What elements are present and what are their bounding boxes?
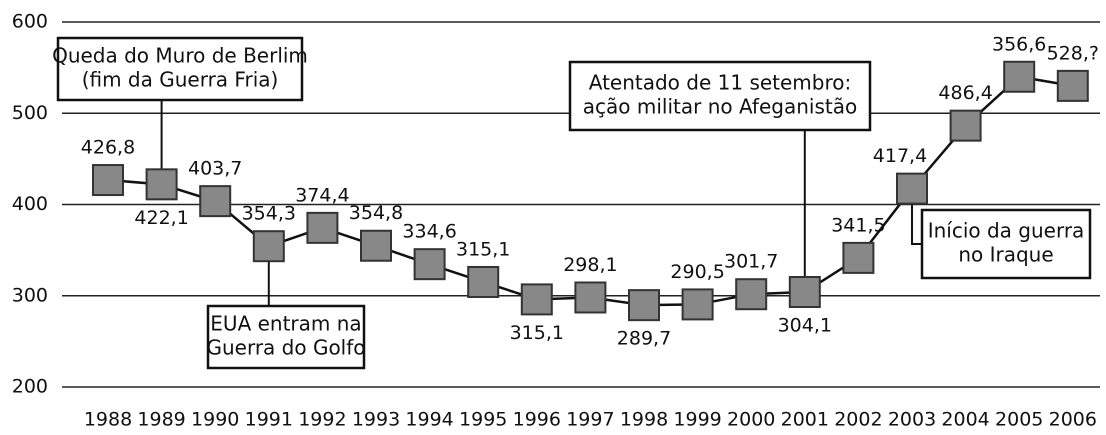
point-label: 341,5 [831, 214, 885, 236]
x-tick-label: 1993 [352, 409, 400, 431]
y-tick-label: 300 [12, 284, 48, 306]
marker [735, 278, 768, 311]
point-label: 486,4 [938, 82, 992, 104]
x-tick-label: 2005 [995, 409, 1043, 431]
point-label: 426,8 [81, 137, 135, 159]
x-tick-label: 1997 [566, 409, 614, 431]
x-tick-label: 2000 [727, 409, 775, 431]
annotation-text: Atentado de 11 setembro: [589, 71, 852, 95]
annotation-text: ação militar no Afeganistão [583, 95, 857, 119]
annotation-text: Início da guerra [928, 219, 1085, 243]
x-tick-label: 2003 [888, 409, 936, 431]
marker [1056, 69, 1089, 102]
marker [306, 211, 339, 244]
y-tick-label: 400 [12, 193, 48, 215]
marker [145, 168, 178, 201]
x-tick-label: 1998 [620, 409, 668, 431]
point-label: 289,7 [617, 328, 671, 350]
x-tick-label: 1999 [673, 409, 721, 431]
x-tick-label: 1989 [137, 409, 185, 431]
annotation-box [56, 36, 304, 102]
x-tick-label: 1990 [191, 409, 239, 431]
annotation-text: Guerra do Golfo [206, 336, 365, 360]
y-tick-label: 200 [12, 376, 48, 398]
marker [896, 172, 928, 205]
x-tick-label: 1988 [84, 409, 132, 431]
marker [842, 241, 875, 274]
x-tick-label: 1996 [513, 409, 561, 431]
x-tick-label: 2006 [1049, 409, 1097, 431]
annotation-text: (fim da Guerra Fria) [82, 68, 279, 92]
x-tick-label: 2002 [834, 409, 882, 431]
point-label: 298,1 [563, 254, 617, 276]
point-label: 374,4 [295, 184, 349, 206]
annotation-box [568, 60, 872, 132]
marker [360, 229, 392, 262]
marker [467, 265, 500, 298]
marker [92, 164, 124, 197]
point-label: 356,6 [992, 33, 1046, 55]
x-tick-label: 1991 [245, 409, 293, 431]
x-tick-label: 2001 [781, 409, 829, 431]
marker [413, 248, 446, 281]
x-tick-label: 1992 [298, 409, 346, 431]
point-label: 403,7 [188, 158, 242, 180]
point-label: 528,? [1047, 42, 1099, 64]
marker [520, 283, 553, 316]
marker [681, 288, 714, 321]
annotation-text: no Iraque [958, 243, 1053, 267]
annotation-text: Queda do Muro de Berlim [52, 44, 308, 68]
marker [574, 281, 607, 314]
point-label: 290,5 [670, 261, 724, 283]
x-tick-label: 2004 [941, 409, 989, 431]
point-label: 315,1 [456, 238, 510, 260]
annotation-text: EUA entram na [210, 312, 361, 336]
marker [199, 185, 232, 218]
marker [788, 276, 821, 309]
x-tick-label: 1994 [405, 409, 453, 431]
y-tick-label: 500 [12, 102, 48, 124]
marker [1003, 60, 1036, 93]
x-tick-label: 1995 [459, 409, 507, 431]
point-label: 304,1 [778, 315, 832, 337]
point-label: 354,8 [349, 202, 403, 224]
marker [949, 109, 982, 142]
point-label: 334,6 [402, 221, 456, 243]
point-label: 354,3 [242, 203, 296, 225]
marker [252, 230, 285, 263]
point-label: 422,1 [134, 207, 188, 229]
point-label: 315,1 [510, 322, 564, 344]
point-label: 301,7 [724, 251, 778, 273]
point-label: 417,4 [873, 145, 927, 167]
annotation-box [206, 304, 366, 370]
iraq-connector [911, 188, 922, 245]
marker [628, 289, 660, 322]
y-tick-label: 600 [12, 11, 48, 33]
annotation-box [920, 208, 1092, 280]
